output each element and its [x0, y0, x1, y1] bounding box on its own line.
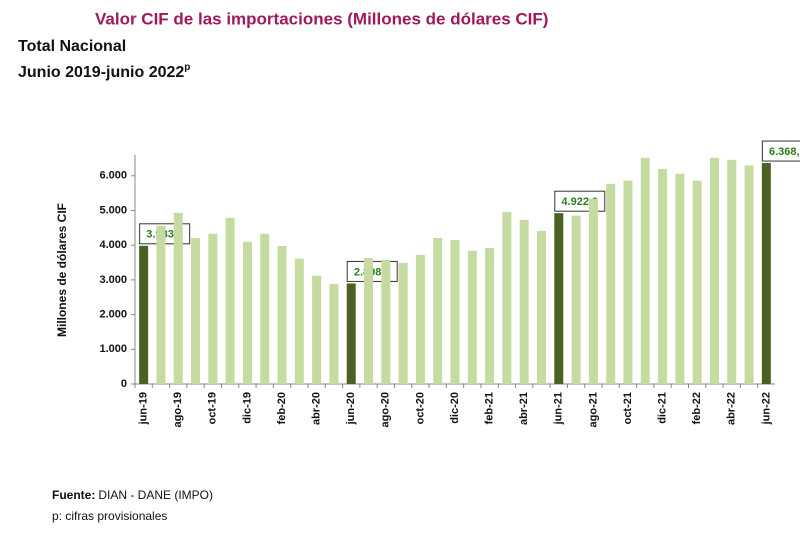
x-tick-label: abr-22 — [726, 392, 738, 425]
bar — [744, 165, 754, 384]
source-text: DIAN - DANE (IMPO) — [98, 488, 213, 502]
x-tick-label: oct-21 — [622, 392, 634, 424]
bar — [312, 275, 322, 384]
bar — [554, 213, 564, 384]
bar — [727, 159, 737, 384]
bar — [502, 211, 512, 384]
chart-title: Valor CIF de las importaciones (Millones… — [95, 9, 548, 28]
bar — [675, 173, 685, 384]
bar — [623, 180, 633, 384]
y-tick-label: 2.000 — [99, 309, 127, 321]
bar — [415, 254, 425, 384]
period-sup: p — [184, 62, 190, 73]
bar — [709, 157, 719, 384]
x-tick-label: feb-20 — [276, 392, 288, 424]
y-tick-label: 4.000 — [99, 239, 127, 251]
y-tick-label: 0 — [121, 378, 127, 390]
x-tick-label: abr-20 — [311, 392, 323, 425]
bar — [364, 258, 374, 384]
bar — [640, 157, 650, 384]
bar — [433, 237, 443, 384]
bar — [242, 241, 252, 384]
bar — [381, 259, 391, 384]
note: p: cifras provisionales — [52, 509, 167, 523]
y-tick-label: 3.000 — [99, 274, 127, 286]
bar — [588, 198, 598, 384]
bar — [658, 168, 668, 384]
x-tick-label: dic-21 — [656, 392, 668, 424]
y-tick-label: 5.000 — [99, 204, 127, 216]
bar — [536, 230, 546, 384]
bar — [761, 163, 771, 384]
x-tick-label: dic-19 — [241, 392, 253, 424]
chart-subtitle: Total Nacional — [18, 38, 126, 55]
bar — [329, 284, 339, 384]
y-tick-label: 1.000 — [99, 343, 127, 355]
x-tick-label: jun-20 — [345, 392, 357, 425]
bar — [606, 183, 616, 384]
bar — [156, 225, 166, 384]
x-tick-label: feb-21 — [484, 392, 496, 424]
x-tick-label: jun-19 — [138, 392, 150, 425]
chart-period: Junio 2019-junio 2022p — [18, 62, 190, 82]
x-tick-label: jun-21 — [553, 392, 565, 425]
period: Junio 2019-junio 2022 — [18, 64, 184, 81]
bar — [225, 217, 235, 384]
x-tick-label: abr-21 — [518, 392, 530, 425]
bar — [346, 283, 356, 384]
source: Fuente: DIAN - DANE (IMPO) — [52, 488, 213, 502]
x-tick-label: oct-20 — [414, 392, 426, 424]
x-tick-label: feb-22 — [691, 392, 703, 424]
x-tick-label: ago-19 — [172, 392, 184, 427]
bar — [398, 262, 408, 384]
bar — [173, 212, 183, 384]
bar — [277, 245, 287, 384]
bar — [191, 237, 201, 384]
bar — [467, 250, 477, 384]
bar — [260, 233, 270, 384]
value-label-box — [761, 140, 800, 162]
x-tick-label: jun-22 — [760, 392, 772, 425]
bar — [519, 219, 529, 384]
x-tick-label: dic-20 — [449, 392, 461, 424]
bar — [139, 245, 149, 384]
y-axis-title: Millones de dólares CIF — [55, 203, 69, 337]
x-tick-label: oct-19 — [207, 392, 219, 424]
bar — [485, 247, 495, 384]
bar — [450, 240, 460, 384]
bar — [208, 233, 218, 384]
bar — [571, 215, 581, 384]
x-tick-label: ago-21 — [587, 392, 599, 427]
source-label: Fuente: — [52, 488, 95, 502]
x-tick-label: ago-20 — [380, 392, 392, 427]
y-tick-label: 6.000 — [99, 170, 127, 182]
bar — [294, 258, 304, 384]
bar — [692, 180, 702, 384]
value-label: 6.368,0 — [769, 146, 800, 158]
